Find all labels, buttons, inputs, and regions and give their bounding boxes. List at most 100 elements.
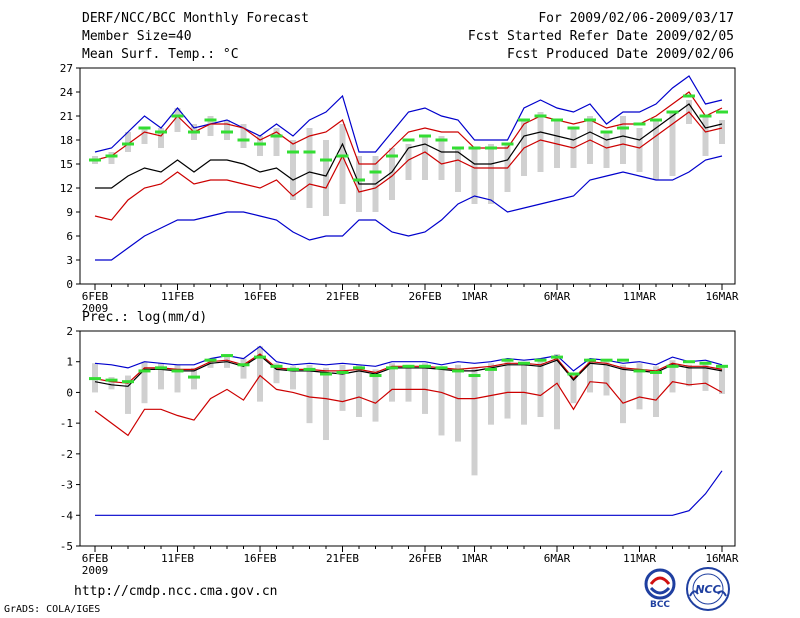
forecast-produced-label: Fcst Produced Date 2009/02/06 (507, 47, 734, 62)
bcc-logo-text: BCC (650, 600, 670, 610)
spread-bar (323, 367, 329, 441)
spread-bar (471, 367, 478, 476)
climatology-mark (270, 364, 283, 368)
min-line (95, 470, 723, 516)
y-tick-label: 21 (60, 110, 73, 123)
spread-bar (488, 363, 494, 425)
climatology-mark (650, 370, 662, 374)
spread-bar (141, 361, 148, 404)
spread-bar (587, 358, 593, 393)
plot-frame (79, 330, 736, 547)
x-tick-label: 6MAR (544, 552, 571, 565)
forecast-start-label: Fcst Started Refer Date 2009/02/05 (467, 29, 734, 44)
spread-bar (603, 360, 610, 396)
y-tick-label: 12 (60, 182, 73, 195)
y-tick-label: 0 (66, 386, 73, 399)
climatology-mark (650, 118, 662, 122)
climatology-mark (386, 366, 398, 370)
climatology-mark (584, 358, 596, 362)
y-tick-label: -3 (60, 479, 73, 492)
spread-bar (174, 108, 181, 132)
climatology-mark (435, 138, 448, 142)
spread-bar (141, 128, 148, 144)
climatology-mark (452, 369, 464, 373)
grads-credit: GrADS: COLA/IGES (4, 604, 101, 615)
x-tick-label: 26FEB (408, 290, 441, 303)
climatology-mark (237, 138, 250, 142)
spread-bar (125, 375, 131, 414)
x-tick-label: 26FEB (408, 552, 441, 565)
precip-panel-title: Prec.: log(mm/d) (82, 310, 208, 325)
spread-bar (389, 363, 395, 402)
climatology-mark (89, 377, 101, 381)
spread-bar (372, 369, 379, 422)
spread-bar (405, 364, 412, 402)
plot-frame (79, 67, 736, 285)
climatology-mark (534, 114, 547, 118)
spread-bar (158, 128, 164, 148)
spread-bar (554, 354, 560, 430)
climatology-mark (633, 122, 646, 126)
spread-bar (719, 120, 725, 144)
climatology-mark (468, 146, 481, 150)
climatology-mark (303, 150, 316, 154)
x-tick-label: 16MAR (705, 552, 738, 565)
climatology-mark (600, 130, 613, 134)
max-line (94, 345, 723, 372)
spread-bar (240, 358, 247, 379)
climatology-mark (435, 366, 448, 370)
source-url-link[interactable]: http://cmdp.ncc.cma.gov.cn (74, 584, 278, 599)
x-tick-label: 6FEB (82, 290, 109, 303)
climatology-mark (254, 355, 266, 359)
spread-bar (504, 360, 511, 419)
spread-bar (603, 132, 610, 168)
max-line (94, 75, 723, 153)
climatology-mark (534, 358, 547, 362)
spread-bar (273, 128, 280, 156)
x-year-label: 2009 (82, 302, 109, 315)
spread-bar (570, 374, 577, 404)
climatology-mark (402, 138, 415, 142)
x-tick-label: 11FEB (161, 290, 194, 303)
spread-bar (455, 148, 461, 192)
climatology-mark (353, 178, 365, 182)
spread-bar (719, 366, 725, 394)
spread-bar (620, 364, 626, 424)
climatology-mark (221, 130, 233, 134)
x-tick-label: 11FEB (161, 552, 194, 565)
climatology-mark (518, 361, 530, 365)
spread-bar (636, 128, 643, 172)
climatology-mark (683, 94, 695, 98)
ncc-logo: NCC (684, 566, 732, 616)
climatology-mark (699, 361, 712, 365)
climatology-mark (353, 366, 365, 370)
climatology-mark (551, 118, 563, 122)
y-tick-label: 15 (60, 158, 73, 171)
climatology-mark (320, 372, 332, 376)
spread-bar (290, 366, 296, 390)
spread-bar (108, 377, 115, 390)
y-tick-label: 18 (60, 134, 73, 147)
spread-bar (389, 148, 395, 200)
spread-bar (290, 140, 296, 200)
climatology-mark (287, 367, 299, 371)
spread-bar (438, 366, 445, 436)
y-tick-label: 9 (66, 206, 73, 219)
spread-bar (620, 116, 626, 164)
y-tick-label: 6 (66, 230, 73, 243)
spread-bar (669, 112, 676, 176)
x-tick-label: 16FEB (243, 552, 276, 565)
climatology-mark (155, 366, 167, 370)
climatology-mark (633, 369, 646, 373)
climatology-mark (501, 142, 514, 146)
climatology-mark (386, 154, 398, 158)
ncc-logo-text: NCC (695, 583, 720, 596)
spread-bar (422, 363, 428, 414)
climatology-mark (287, 150, 299, 154)
spread-bar (537, 360, 544, 417)
spread-bar (422, 136, 428, 180)
spread-bar (224, 354, 230, 368)
climatology-mark (551, 355, 563, 359)
climatology-mark (584, 118, 596, 122)
